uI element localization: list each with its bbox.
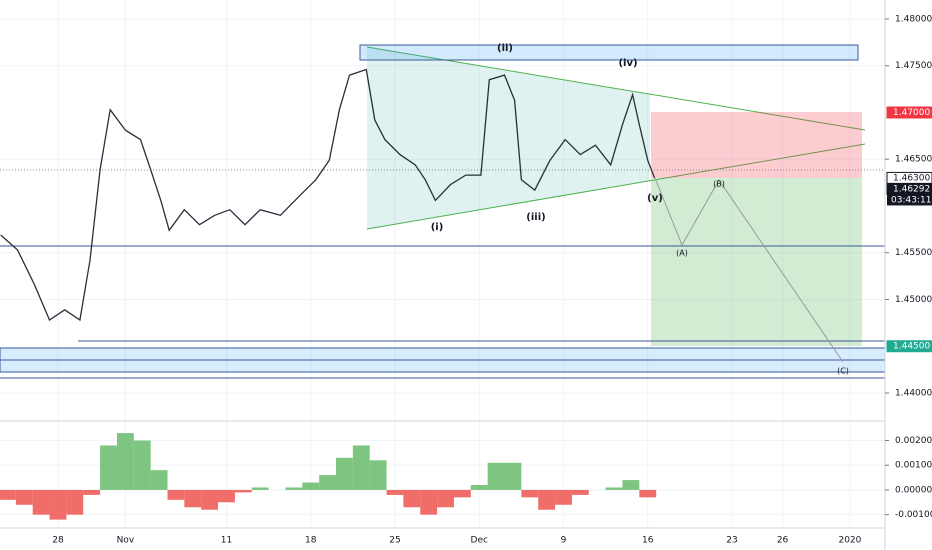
y-tick-label: 0.00200 [895,436,932,446]
histogram-bar [369,460,387,490]
price-label-box [886,340,932,353]
y-tick-label: 1.46500 [895,155,932,165]
histogram-bar [133,440,151,490]
wave-label: (B) [713,180,725,189]
x-tick-label: Nov [117,536,135,546]
price-label-box [886,106,932,119]
price-label: 1.44500 [893,342,930,352]
wave-label: (i) [431,222,444,233]
histogram-bar [184,489,202,508]
histogram-bar [521,489,539,498]
x-tick-label: 16 [642,536,654,546]
resistance-zone [359,44,859,61]
histogram-bar [0,489,16,500]
histogram-bar [285,487,303,490]
price-label: 1.47000 [893,108,930,118]
histogram-bar [622,480,640,490]
y-tick-label: -0.00100 [895,510,932,520]
histogram-bar [234,489,252,493]
x-tick-label: 28 [52,536,64,546]
wave-label: (iii) [526,212,545,223]
histogram-bar [538,489,556,510]
y-tick-label: 1.44000 [895,388,932,398]
wave-label: (v) [647,193,663,204]
x-tick-label: 23 [726,536,737,546]
histogram-bar [218,489,235,503]
triangle-zone [367,47,650,229]
histogram-bar [420,489,438,515]
histogram-bar [251,487,269,490]
y-tick-label: 1.47500 [895,61,932,71]
histogram-bar [83,489,101,495]
x-tick-label: 18 [305,536,317,546]
trend-line [366,143,866,230]
price-label: 1.46292 [893,184,930,194]
wave-label: (C) [837,367,849,376]
histogram-bar [302,482,320,490]
histogram-bar [403,489,421,508]
histogram-bar [453,489,471,498]
histogram-bar [504,462,522,490]
y-tick-label: 0.00000 [895,485,932,495]
histogram-bar [487,462,505,490]
countdown: 03:43:11 [891,195,931,205]
histogram-bar [386,489,404,495]
histogram-bar [639,489,657,498]
trend-line [366,46,866,131]
x-tick-label: 2020 [838,536,861,546]
histogram-bar [352,445,370,490]
x-tick-label: 11 [221,536,232,546]
histogram-bar [555,489,572,505]
x-tick-label: 25 [389,536,400,546]
price-line [0,68,656,322]
x-tick-label: 9 [561,536,567,546]
histogram-bar [49,489,67,520]
target-zone [651,178,862,346]
projection [654,177,844,363]
y-tick-label: 0.00100 [895,461,932,471]
histogram-bar [336,457,353,490]
grid [0,0,885,528]
histogram-bar [100,445,117,490]
wave-label: (iv) [618,58,637,69]
histogram-bar [201,489,219,510]
histogram-bar [571,489,589,495]
stop-zone [651,112,862,178]
x-tick-label: 26 [777,536,789,546]
histogram-bar [15,489,33,505]
price-label: 1.46300 [893,173,930,183]
x-tick-label: Dec [471,536,488,546]
histogram-bar [116,433,134,490]
y-tick-label: 1.45500 [895,248,932,258]
histogram-bar [150,470,168,490]
histogram-bar [319,475,337,490]
histogram-bar [470,485,488,490]
wave-label: (ii) [497,43,513,54]
histogram-bar [167,489,185,500]
countdown-box [887,194,932,206]
wave-label: (A) [676,249,688,258]
histogram-bar [437,489,454,508]
y-tick-label: 1.45000 [895,295,932,305]
y-tick-label: 1.48000 [895,14,932,24]
histogram-bar [605,487,623,490]
histogram-bar [32,489,50,515]
histogram-bar [66,489,84,515]
